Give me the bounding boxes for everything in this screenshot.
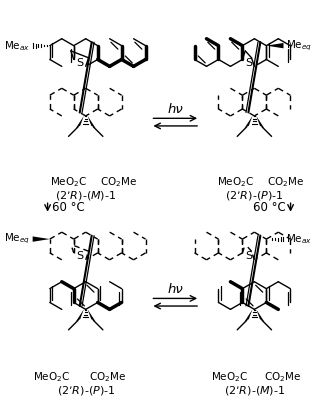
Text: S: S [76,58,83,68]
Polygon shape [76,309,84,321]
Text: Me$_{eq}$: Me$_{eq}$ [4,232,30,246]
Text: CO$_2$Me: CO$_2$Me [89,370,126,384]
Text: (2’$R$)-($P$)-1: (2’$R$)-($P$)-1 [56,384,115,397]
Text: MeO$_2$C: MeO$_2$C [217,175,255,189]
Text: (2’$R$)-($M$)-1: (2’$R$)-($M$)-1 [224,384,285,397]
Polygon shape [88,116,96,128]
Polygon shape [266,43,284,48]
Text: MeO$_2$C: MeO$_2$C [211,370,249,384]
Text: (2’$R$)-($P$)-1: (2’$R$)-($P$)-1 [225,189,284,202]
Text: MeO$_2$C: MeO$_2$C [50,175,88,189]
Text: hν: hν [167,103,183,116]
Text: MeO$_2$C: MeO$_2$C [33,370,71,384]
Text: hν: hν [167,283,183,296]
Text: S: S [76,252,83,261]
Text: (2’$R$)-($M$)-1: (2’$R$)-($M$)-1 [55,189,116,202]
Text: Me$_{ax}$: Me$_{ax}$ [287,232,313,246]
Polygon shape [33,236,50,242]
Text: CO$_2$Me: CO$_2$Me [264,370,301,384]
Text: 60 °C: 60 °C [253,201,286,214]
Text: Me$_{eq}$: Me$_{eq}$ [287,39,313,53]
Polygon shape [88,309,96,321]
Polygon shape [245,116,252,128]
Text: Me$_{ax}$: Me$_{ax}$ [4,39,30,53]
Polygon shape [256,309,264,321]
Polygon shape [245,309,252,321]
Text: CO$_2$Me: CO$_2$Me [100,175,137,189]
Text: 60 °C: 60 °C [52,201,85,214]
Text: S: S [245,58,252,68]
Text: CO$_2$Me: CO$_2$Me [267,175,304,189]
Text: S: S [245,252,252,261]
Polygon shape [76,116,84,128]
Polygon shape [256,116,264,128]
